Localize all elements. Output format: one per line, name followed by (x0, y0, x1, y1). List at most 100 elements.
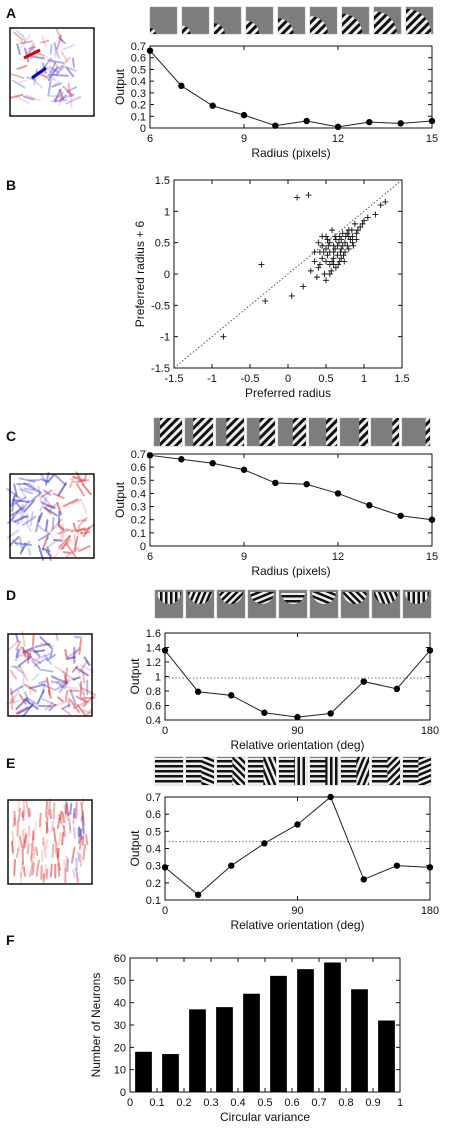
x-tick-label: 12 (332, 133, 344, 145)
rf-segment (67, 90, 74, 98)
histogram-bar (216, 1007, 233, 1092)
data-point (228, 862, 235, 869)
rf-segment (9, 93, 24, 99)
rf-segment (40, 39, 50, 44)
rf-segment (41, 697, 58, 707)
y-tick-label: 0.7 (131, 449, 146, 461)
scatter-point (323, 245, 329, 252)
rf-segment (19, 488, 34, 495)
data-point (397, 512, 404, 519)
rf-segment (41, 489, 53, 498)
rf-segment (17, 655, 33, 667)
y-axis-label: Output (113, 68, 127, 105)
rf-segment (45, 504, 55, 508)
data-point (303, 117, 310, 125)
rf-segment (23, 499, 36, 513)
scatter-point (258, 261, 265, 268)
rf-segment (65, 96, 82, 105)
rf-segment (53, 544, 64, 559)
y-axis-label: Output (128, 658, 142, 695)
rf-segment (21, 810, 25, 819)
rf-segment (70, 846, 76, 864)
stimulus-thumbnail (278, 589, 308, 619)
rf-segment (57, 36, 66, 45)
scatter-point (339, 242, 346, 249)
y-tick-label: 0.1 (131, 111, 146, 123)
panel-e: 0 90 180 0.1 0.2 0.3 0.4 0.5 0.6 0.7 Relative orie… (6, 755, 439, 932)
rf-segment (72, 869, 76, 879)
stimulus-thumbnail (340, 756, 370, 786)
plot-frame (149, 45, 433, 129)
x-tick-label: 0.6 (284, 1097, 299, 1109)
rf-segment (57, 510, 61, 527)
rf-segment (61, 686, 78, 690)
rf-segment (59, 810, 63, 820)
grating-patch (226, 418, 244, 446)
rf-segment (60, 51, 68, 62)
rf-segment (48, 701, 65, 708)
stimulus-thumbnail (184, 417, 214, 447)
x-axis-label: Relative orientation (deg) (230, 738, 364, 752)
rf-segment (10, 690, 20, 703)
grating-patch (160, 418, 182, 446)
scatter-point (330, 255, 337, 262)
grating-patch (374, 11, 397, 34)
rf-segment (50, 680, 67, 684)
rf-segment (18, 665, 29, 682)
rf-segment (11, 513, 15, 522)
rf-segment (50, 675, 68, 684)
data-point (303, 481, 310, 488)
data-point (161, 647, 169, 654)
data-point (240, 466, 248, 473)
rf-segment (69, 802, 73, 816)
stimulus-thumbnail (185, 756, 215, 786)
rf-segment (32, 648, 41, 658)
rf-segment (45, 539, 58, 550)
data-point (428, 516, 436, 523)
rf-segment (50, 679, 59, 685)
panel-letter: F (6, 932, 15, 948)
rf-segment (56, 817, 61, 830)
stimulus-thumbnail (247, 756, 277, 786)
rf-segment (39, 496, 48, 512)
rf-segment (21, 811, 25, 821)
stimulus-thumbnail (215, 417, 245, 447)
rf-segment (73, 479, 90, 483)
rf-segment (19, 40, 34, 45)
x-tick-label: 0.3 (203, 1097, 218, 1109)
rf-segment (43, 654, 53, 665)
series-line (164, 650, 431, 718)
scatter-point (329, 227, 336, 234)
rf-segment (41, 58, 52, 71)
scatter-point (351, 220, 358, 227)
data-point (194, 688, 202, 695)
rf-segment (8, 536, 20, 547)
rf-segment (17, 800, 20, 812)
rf-segment (71, 665, 79, 673)
scatter-point (324, 252, 331, 259)
rf-segment (77, 660, 89, 674)
data-point (393, 862, 401, 869)
y-tick-label: 0.7 (146, 792, 161, 804)
scatter-point (382, 198, 389, 205)
rf-segment (47, 59, 65, 64)
rf-segment (44, 702, 54, 711)
rf-segment (41, 35, 48, 48)
grating-patch (182, 25, 191, 34)
histogram-bar (297, 969, 314, 1092)
data-point (426, 864, 434, 871)
rf-segment (69, 689, 77, 706)
rf-segment (26, 42, 35, 55)
rf-segment (12, 817, 16, 828)
grating-surround (279, 757, 295, 785)
x-tick-label: 0 (162, 905, 168, 917)
stimulus-thumbnail (277, 6, 306, 35)
rf-segment (66, 858, 70, 873)
y-axis-label: Output (128, 830, 142, 867)
rf-segment (52, 492, 65, 500)
rf-segment (41, 548, 51, 553)
stimulus-thumbnail (370, 417, 400, 447)
x-tick-label: 12 (332, 551, 344, 563)
rf-background (10, 28, 94, 116)
rf-segment (55, 66, 64, 76)
